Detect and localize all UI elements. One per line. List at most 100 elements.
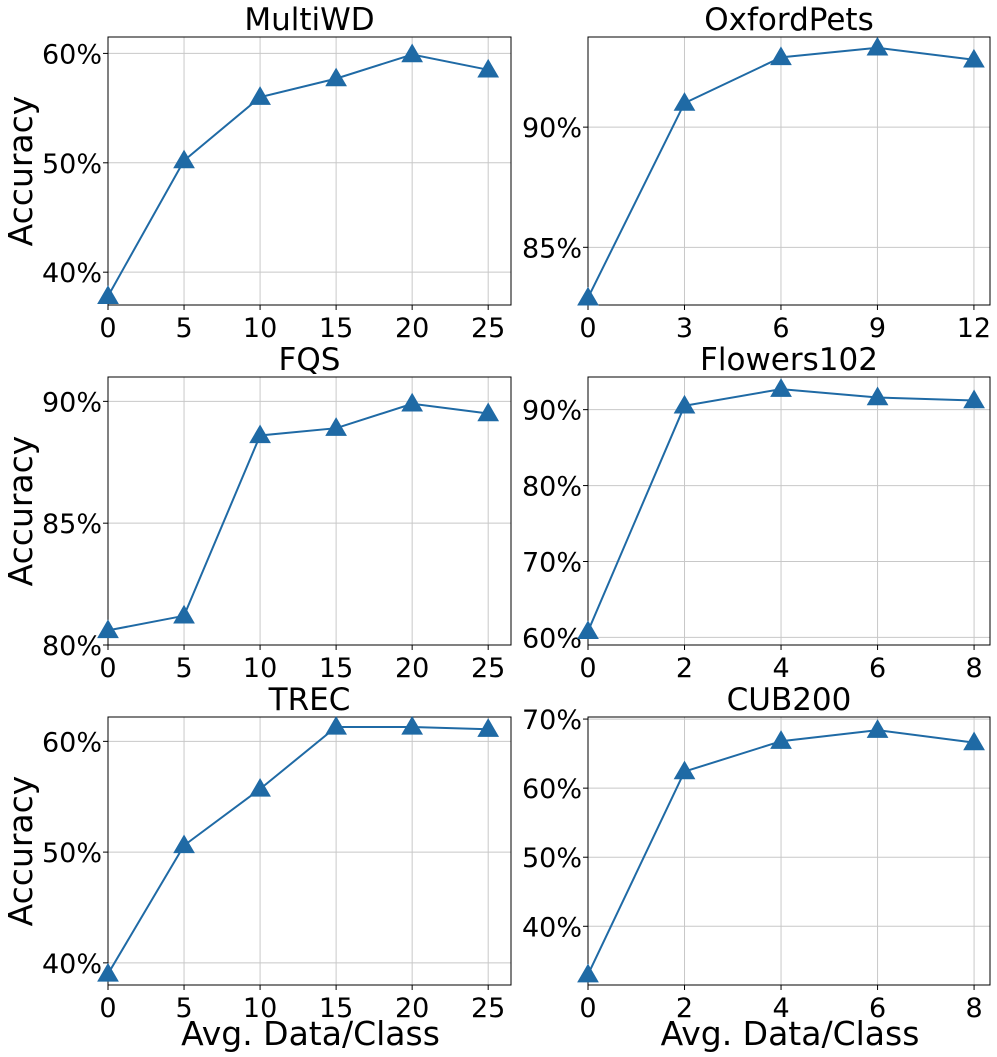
y-tick-label: 85% — [522, 233, 582, 264]
data-point — [577, 286, 599, 306]
x-tick-label: 2 — [676, 653, 693, 684]
data-point — [325, 67, 347, 87]
data-point — [173, 149, 195, 169]
x-tick-label: 0 — [99, 653, 116, 684]
plot-frame — [107, 716, 512, 986]
x-tick-label: 10 — [243, 653, 277, 684]
plot-frame — [587, 716, 991, 986]
x-axis-label: Avg. Data/Class — [661, 1014, 920, 1053]
x-tick-label: 4 — [772, 993, 789, 1024]
plot-frame — [587, 376, 991, 646]
data-point — [770, 378, 792, 397]
y-tick-label: 60% — [522, 774, 582, 805]
x-tick-label: 8 — [965, 993, 982, 1024]
x-tick-label: 10 — [243, 313, 277, 344]
y-axis-label: Accuracy — [1, 436, 40, 587]
x-tick-label: 0 — [99, 993, 116, 1024]
data-point — [173, 834, 195, 854]
data-point — [325, 417, 347, 436]
x-tick-label: 6 — [869, 993, 886, 1024]
subplot-trec: 0 5 10 15 20 25 40% 50% 60% TREC Accuracy Avg. Data… — [1, 682, 512, 1053]
subplot-title: FQS — [279, 342, 341, 378]
subplot-title: OxfordPets — [704, 2, 873, 38]
x-tick-label: 15 — [319, 313, 353, 344]
data-point — [673, 92, 696, 111]
y-tick-label: 85% — [42, 509, 102, 540]
data-point — [673, 760, 696, 780]
data-point — [866, 386, 889, 406]
y-tick-label: 40% — [522, 912, 582, 943]
x-tick-label: 0 — [579, 313, 596, 344]
subplot-flowers102: 0 2 4 6 8 60% 70% 80% 90% Flowers102 — [522, 342, 991, 684]
data-point — [173, 604, 195, 624]
plot-frame — [107, 376, 512, 646]
x-tick-label: 6 — [869, 653, 886, 684]
x-tick-label: 0 — [579, 993, 596, 1024]
x-tick-label: 5 — [175, 653, 192, 684]
data-point — [963, 48, 985, 68]
y-tick-label: 80% — [522, 472, 582, 503]
data-point — [477, 402, 500, 422]
series-line — [107, 726, 489, 975]
y-tick-label: 60% — [42, 39, 102, 70]
x-tick-label: 2 — [676, 993, 693, 1024]
subplot-title: Flowers102 — [700, 342, 878, 378]
data-point — [97, 619, 119, 639]
y-axis-label: Accuracy — [1, 776, 40, 927]
data-point — [866, 719, 889, 738]
x-tick-label: 25 — [471, 653, 505, 684]
x-tick-label: 0 — [99, 313, 116, 344]
x-tick-label: 8 — [965, 653, 982, 684]
y-tick-label: 40% — [42, 949, 102, 980]
x-tick-label: 15 — [319, 993, 353, 1024]
x-tick-label: 20 — [395, 993, 429, 1024]
y-tick-label: 90% — [42, 387, 102, 418]
y-tick-label: 60% — [42, 727, 102, 758]
x-tick-label: 3 — [676, 313, 693, 344]
x-tick-label: 15 — [319, 653, 353, 684]
data-point — [401, 43, 424, 63]
subplot-multiwd: 0 5 10 15 20 25 40% 50% 60% MultiWD Accuracy — [1, 2, 512, 344]
x-tick-label: 25 — [471, 993, 505, 1024]
data-point — [477, 58, 500, 78]
data-point — [866, 36, 889, 56]
y-axis-label: Accuracy — [1, 96, 40, 247]
subplot-title: CUB200 — [727, 682, 852, 718]
y-tick-label: 80% — [42, 631, 102, 662]
data-point — [963, 389, 985, 409]
data-point — [249, 777, 271, 797]
x-tick-label: 9 — [869, 313, 886, 344]
x-tick-label: 20 — [395, 653, 429, 684]
x-tick-label: 0 — [579, 653, 596, 684]
plot-frame — [107, 36, 512, 306]
y-tick-label: 50% — [42, 838, 102, 869]
data-point — [325, 715, 347, 735]
x-tick-label: 5 — [175, 993, 192, 1024]
data-point — [963, 731, 985, 751]
x-tick-label: 25 — [471, 313, 505, 344]
subplot-fqs: 0 5 10 15 20 25 80% 85% 90% FQS Accuracy — [1, 342, 512, 684]
y-tick-label: 70% — [522, 547, 582, 578]
x-tick-label: 5 — [175, 313, 192, 344]
y-tick-label: 90% — [522, 396, 582, 427]
series-line — [107, 53, 489, 297]
data-point — [97, 285, 119, 304]
subplot-title: TREC — [268, 682, 351, 718]
data-point — [770, 730, 792, 749]
x-tick-label: 4 — [772, 653, 789, 684]
y-tick-label: 70% — [522, 705, 582, 736]
y-tick-label: 50% — [522, 843, 582, 874]
data-point — [577, 620, 599, 640]
y-tick-label: 90% — [522, 113, 582, 144]
data-point — [673, 394, 696, 414]
y-tick-label: 60% — [522, 623, 582, 654]
subplot-title: MultiWD — [244, 2, 374, 38]
plot-frame — [587, 36, 991, 306]
series-line — [107, 402, 489, 632]
x-axis-label: Avg. Data/Class — [181, 1014, 440, 1053]
data-point — [97, 962, 119, 982]
data-point — [770, 46, 792, 66]
x-tick-label: 12 — [957, 313, 991, 344]
subplot-oxfordpets: 0 3 6 9 12 85% 90% OxfordPets — [522, 2, 991, 344]
